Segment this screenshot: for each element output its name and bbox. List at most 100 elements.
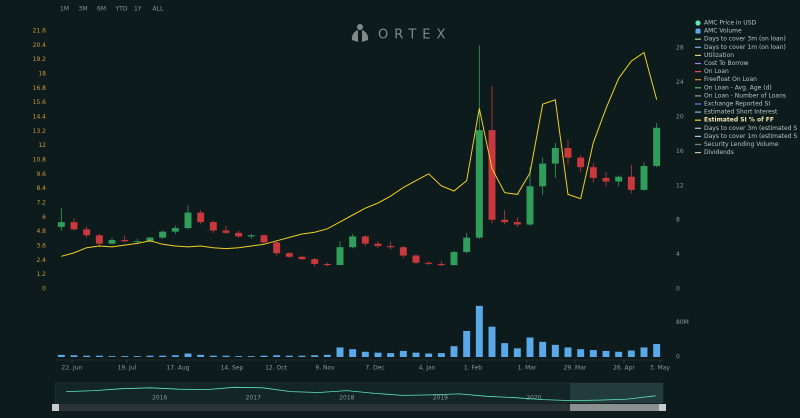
legend-item[interactable]: Freefloat On Loan xyxy=(704,76,757,83)
candle-body xyxy=(197,212,205,223)
volume-bar xyxy=(602,350,610,357)
legend-marker[interactable] xyxy=(695,20,701,26)
logo-icon xyxy=(351,24,369,42)
candle-body xyxy=(285,253,293,257)
legend-item[interactable]: Cost To Borrow xyxy=(704,60,749,67)
legend-item[interactable]: Exchange Reported SI xyxy=(704,101,770,108)
volume-bar xyxy=(627,350,635,357)
volume-bar xyxy=(539,341,547,357)
candle-body xyxy=(488,130,496,220)
candle-body xyxy=(57,222,65,227)
candle-body xyxy=(589,167,597,178)
candle-body xyxy=(602,177,610,182)
candle-body xyxy=(361,236,369,244)
y-tick-label: 21.6 xyxy=(33,28,47,35)
volume-bar xyxy=(247,356,255,357)
legend-item[interactable]: Days to cover 3m (on loan) xyxy=(704,36,786,43)
volume-bar xyxy=(374,352,382,357)
volume-bar xyxy=(564,347,572,357)
y-tick-label: 6 xyxy=(42,214,46,221)
volume-bar xyxy=(159,355,167,357)
candle-body xyxy=(273,242,281,254)
volume-bar xyxy=(133,356,141,357)
legend-item[interactable]: Estimated SI % of FF xyxy=(704,117,774,124)
legend-item[interactable]: Utilization xyxy=(704,52,734,59)
volume-bar xyxy=(615,351,623,357)
volume-bar xyxy=(577,349,585,357)
candle-body xyxy=(425,262,433,264)
navigator-year: 2020 xyxy=(526,395,541,402)
scroll-right[interactable] xyxy=(659,404,666,411)
volume-bar xyxy=(83,355,91,357)
range-button[interactable]: ALL xyxy=(153,6,164,13)
candle-body xyxy=(501,219,509,223)
y-tick-label: 9.6 xyxy=(36,171,46,178)
volume-bar xyxy=(273,355,281,357)
volume-bar xyxy=(146,355,154,357)
candle-body xyxy=(412,255,420,263)
candle-body xyxy=(475,130,483,238)
scrollbar-thumb[interactable] xyxy=(570,404,663,411)
legend-item[interactable]: AMC Price in USD xyxy=(704,20,756,27)
candle-body xyxy=(311,259,319,264)
volume-bar xyxy=(640,347,648,357)
x-tick-label: 1. Feb xyxy=(464,365,482,372)
logo-text: ORTEX xyxy=(378,28,451,43)
legend-item[interactable]: Security Lending Volume xyxy=(704,141,779,148)
volume-bar xyxy=(311,355,319,357)
volume-bar xyxy=(526,337,534,357)
volume-bar xyxy=(349,349,357,357)
volume-bar xyxy=(387,353,395,357)
legend-item[interactable]: Dividends xyxy=(704,149,734,156)
y-tick-label: 13.2 xyxy=(33,128,47,135)
y-tick-label: 19.2 xyxy=(33,56,47,63)
navigator-year: 2019 xyxy=(433,395,448,402)
candle-body xyxy=(298,256,306,260)
candle-body xyxy=(184,212,192,229)
y2-tick-label: 8 xyxy=(676,217,680,224)
candle-body xyxy=(146,237,154,242)
y-tick-label: 3.6 xyxy=(36,243,46,250)
range-button[interactable]: 1M xyxy=(60,6,69,13)
candle-body xyxy=(374,243,382,246)
x-tick-label: 14. Sep xyxy=(221,365,244,372)
legend-marker[interactable] xyxy=(695,28,701,34)
y-tick-label: 1.2 xyxy=(36,271,46,278)
legend-item[interactable]: Days to cover 3m (estimated S xyxy=(704,125,797,132)
candle-body xyxy=(95,235,103,244)
legend-item[interactable]: Days to cover 1m (on loan) xyxy=(704,44,786,51)
range-button[interactable]: YTD xyxy=(115,6,128,13)
volume-bar xyxy=(285,355,293,357)
legend-item[interactable]: On Loan xyxy=(704,68,729,75)
range-button[interactable]: 6M xyxy=(97,6,106,13)
volume-tick-label: 0 xyxy=(676,354,680,361)
legend-item[interactable]: AMC Volume xyxy=(704,28,742,35)
range-button[interactable]: 3M xyxy=(79,6,88,13)
candle-body xyxy=(615,176,623,182)
navigator-year: 2017 xyxy=(246,395,261,402)
volume-bar xyxy=(653,344,661,357)
volume-tick-label: 80M xyxy=(676,319,689,326)
y2-tick-label: 20 xyxy=(676,114,684,121)
legend-item[interactable]: On Loan - Avg. Age (d) xyxy=(704,84,772,91)
volume-bar xyxy=(235,356,243,357)
legend-item[interactable]: On Loan - Number of Loans xyxy=(704,92,786,99)
y2-tick-label: 24 xyxy=(676,79,684,86)
y-tick-label: 16.8 xyxy=(33,85,47,92)
candle-body xyxy=(349,236,357,248)
volume-bar xyxy=(488,326,496,357)
candle-body xyxy=(121,240,129,242)
volume-bar xyxy=(108,356,116,357)
legend-item[interactable]: Days to cover 1m (estimated S xyxy=(704,133,797,140)
candle-body xyxy=(83,229,91,236)
scroll-left[interactable] xyxy=(52,404,59,411)
y-tick-label: 2.4 xyxy=(36,257,46,264)
range-button[interactable]: 1Y xyxy=(134,6,142,13)
candle-body xyxy=(387,246,395,248)
volume-bar xyxy=(589,350,597,357)
legend-item[interactable]: Estimated Short Interest xyxy=(704,109,778,116)
volume-bar xyxy=(425,353,433,357)
candle-body xyxy=(564,148,572,158)
scrollbar-track[interactable] xyxy=(55,404,663,411)
